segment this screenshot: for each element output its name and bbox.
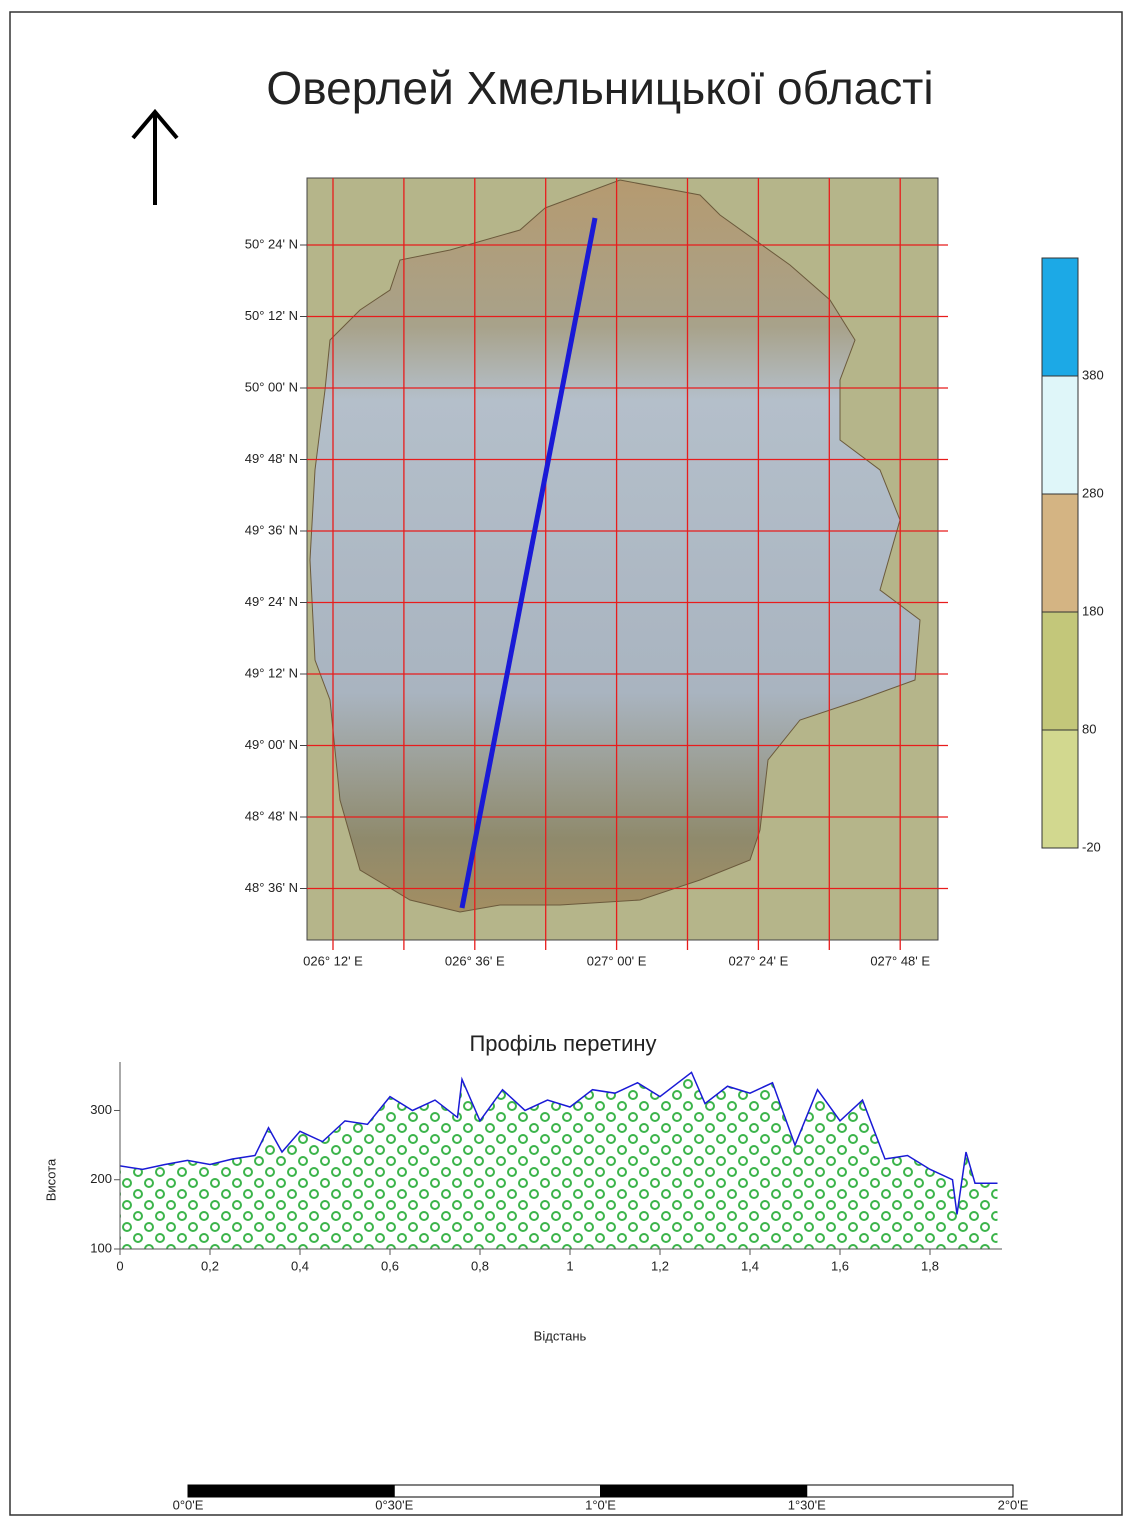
x-tick-label: 1,8 (921, 1258, 939, 1273)
x-tick-label: 0,6 (381, 1258, 399, 1273)
x-tick-label: 1,6 (831, 1258, 849, 1273)
lat-label: 49° 48' N (245, 451, 298, 466)
lat-label: 48° 36' N (245, 880, 298, 895)
legend-label: 380 (1082, 367, 1104, 382)
scale-label: 2°0'E (998, 1497, 1029, 1512)
y-axis-label: Висота (43, 1158, 58, 1201)
legend-swatch (1042, 258, 1078, 376)
chart-title: Профіль перетину (469, 1031, 656, 1056)
legend-label: 80 (1082, 721, 1096, 736)
scale-label: 0°30'E (375, 1497, 413, 1512)
legend-label: 180 (1082, 603, 1104, 618)
lat-label: 50° 12' N (245, 308, 298, 323)
legend-swatch (1042, 376, 1078, 494)
lat-label: 50° 24' N (245, 236, 298, 251)
legend-label: -20 (1082, 839, 1101, 854)
lat-label: 49° 36' N (245, 522, 298, 537)
north-arrow (133, 112, 177, 205)
scale-label: 1°30'E (788, 1497, 826, 1512)
lat-label: 50° 00' N (245, 379, 298, 394)
lon-label: 026° 36' E (445, 953, 505, 968)
profile-area (120, 1072, 998, 1249)
lat-label: 49° 12' N (245, 665, 298, 680)
scale-segment (601, 1485, 807, 1497)
lon-label: 027° 24' E (729, 953, 789, 968)
x-tick-label: 0 (116, 1258, 123, 1273)
x-tick-label: 1,2 (651, 1258, 669, 1273)
legend-swatch (1042, 612, 1078, 730)
x-tick-label: 0,4 (291, 1258, 309, 1273)
x-axis-label: Відстань (534, 1328, 587, 1343)
scale-segment (807, 1485, 1013, 1497)
legend-swatch (1042, 494, 1078, 612)
legend-swatch (1042, 730, 1078, 848)
lat-label: 49° 00' N (245, 737, 298, 752)
lat-label: 49° 24' N (245, 594, 298, 609)
scale-segment (188, 1485, 394, 1497)
scale-bar: 0°0'E 0°30'E 1°0'E 1°30'E 2°0'E (173, 1485, 1029, 1512)
x-tick-label: 0,2 (201, 1258, 219, 1273)
page-title: Оверлей Хмельницької області (266, 62, 933, 114)
x-tick-label: 1,4 (741, 1258, 759, 1273)
x-tick-label: 1 (566, 1258, 573, 1273)
scale-segment (394, 1485, 600, 1497)
lon-label: 027° 00' E (587, 953, 647, 968)
x-tick-label: 0,8 (471, 1258, 489, 1273)
page: Оверлей Хмельницької області 50° 24' N 50… (0, 0, 1134, 1522)
profile-chart: Профіль перетину Відстань Висота 0 0,2 0,4 0,6… (43, 1031, 1002, 1344)
y-tick-label: 300 (90, 1102, 112, 1117)
lon-label: 027° 48' E (870, 953, 930, 968)
y-tick-label: 200 (90, 1171, 112, 1186)
scale-label: 0°0'E (173, 1497, 204, 1512)
legend: 380 280 180 80 -20 (1042, 258, 1104, 854)
y-tick-label: 100 (90, 1240, 112, 1255)
legend-label: 280 (1082, 485, 1104, 500)
scale-label: 1°0'E (585, 1497, 616, 1512)
lat-label: 48° 48' N (245, 808, 298, 823)
lon-label: 026° 12' E (303, 953, 363, 968)
